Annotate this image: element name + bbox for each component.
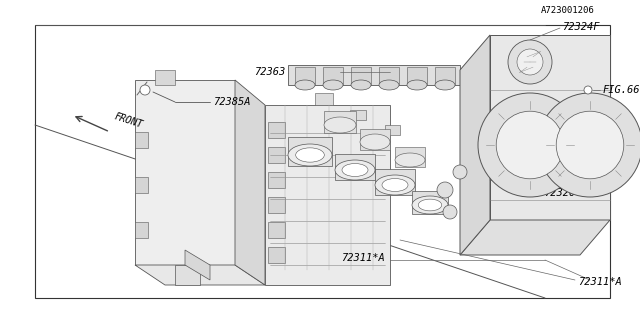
Polygon shape <box>268 172 285 188</box>
Polygon shape <box>324 111 356 133</box>
Polygon shape <box>135 132 148 148</box>
Polygon shape <box>460 220 610 255</box>
Ellipse shape <box>360 134 390 150</box>
Polygon shape <box>185 250 210 280</box>
Circle shape <box>478 93 582 197</box>
Circle shape <box>556 111 624 179</box>
Text: 72311*A: 72311*A <box>578 277 621 287</box>
Ellipse shape <box>379 80 399 90</box>
Circle shape <box>140 85 150 95</box>
Polygon shape <box>379 67 399 85</box>
Circle shape <box>453 165 467 179</box>
Polygon shape <box>435 67 455 85</box>
Text: A723001206: A723001206 <box>541 6 595 15</box>
Ellipse shape <box>335 160 375 180</box>
Text: 72320: 72320 <box>544 188 575 198</box>
Polygon shape <box>335 154 375 180</box>
Circle shape <box>584 86 592 94</box>
Polygon shape <box>385 125 400 135</box>
Polygon shape <box>288 137 332 166</box>
Ellipse shape <box>342 164 368 177</box>
Ellipse shape <box>351 80 371 90</box>
Polygon shape <box>407 67 427 85</box>
Ellipse shape <box>288 144 332 166</box>
Polygon shape <box>135 177 148 193</box>
Polygon shape <box>351 67 371 85</box>
Circle shape <box>496 111 564 179</box>
Polygon shape <box>323 67 343 85</box>
Polygon shape <box>288 65 460 85</box>
Polygon shape <box>155 70 175 85</box>
Ellipse shape <box>382 179 408 191</box>
Ellipse shape <box>296 148 324 162</box>
Text: 72324F: 72324F <box>562 22 600 32</box>
Ellipse shape <box>412 196 448 214</box>
Ellipse shape <box>375 175 415 195</box>
Polygon shape <box>135 222 148 238</box>
Polygon shape <box>265 105 390 285</box>
Ellipse shape <box>295 80 315 90</box>
Polygon shape <box>35 25 610 298</box>
Polygon shape <box>135 265 265 285</box>
Ellipse shape <box>435 80 455 90</box>
Polygon shape <box>135 80 235 265</box>
Polygon shape <box>460 35 490 255</box>
Text: 72385A: 72385A <box>213 97 250 107</box>
Ellipse shape <box>324 117 356 133</box>
Ellipse shape <box>395 153 425 167</box>
Polygon shape <box>490 35 610 220</box>
Polygon shape <box>268 147 285 163</box>
Polygon shape <box>268 197 285 213</box>
Polygon shape <box>375 169 415 195</box>
Polygon shape <box>268 122 285 138</box>
Circle shape <box>443 205 457 219</box>
Text: FIG.660: FIG.660 <box>603 85 640 95</box>
Polygon shape <box>395 147 425 167</box>
Text: 72363: 72363 <box>253 67 285 77</box>
Polygon shape <box>268 247 285 263</box>
Polygon shape <box>350 110 366 120</box>
Circle shape <box>517 49 543 75</box>
Text: 72311*A: 72311*A <box>341 253 385 263</box>
Polygon shape <box>412 191 448 214</box>
Circle shape <box>538 93 640 197</box>
Polygon shape <box>295 67 315 85</box>
Polygon shape <box>235 80 265 285</box>
Circle shape <box>437 182 453 198</box>
Ellipse shape <box>323 80 343 90</box>
Polygon shape <box>315 93 333 105</box>
Polygon shape <box>268 222 285 238</box>
Ellipse shape <box>407 80 427 90</box>
Circle shape <box>508 40 552 84</box>
Ellipse shape <box>419 199 442 211</box>
Polygon shape <box>360 129 390 150</box>
Polygon shape <box>175 265 200 285</box>
Text: FRONT: FRONT <box>113 111 144 130</box>
